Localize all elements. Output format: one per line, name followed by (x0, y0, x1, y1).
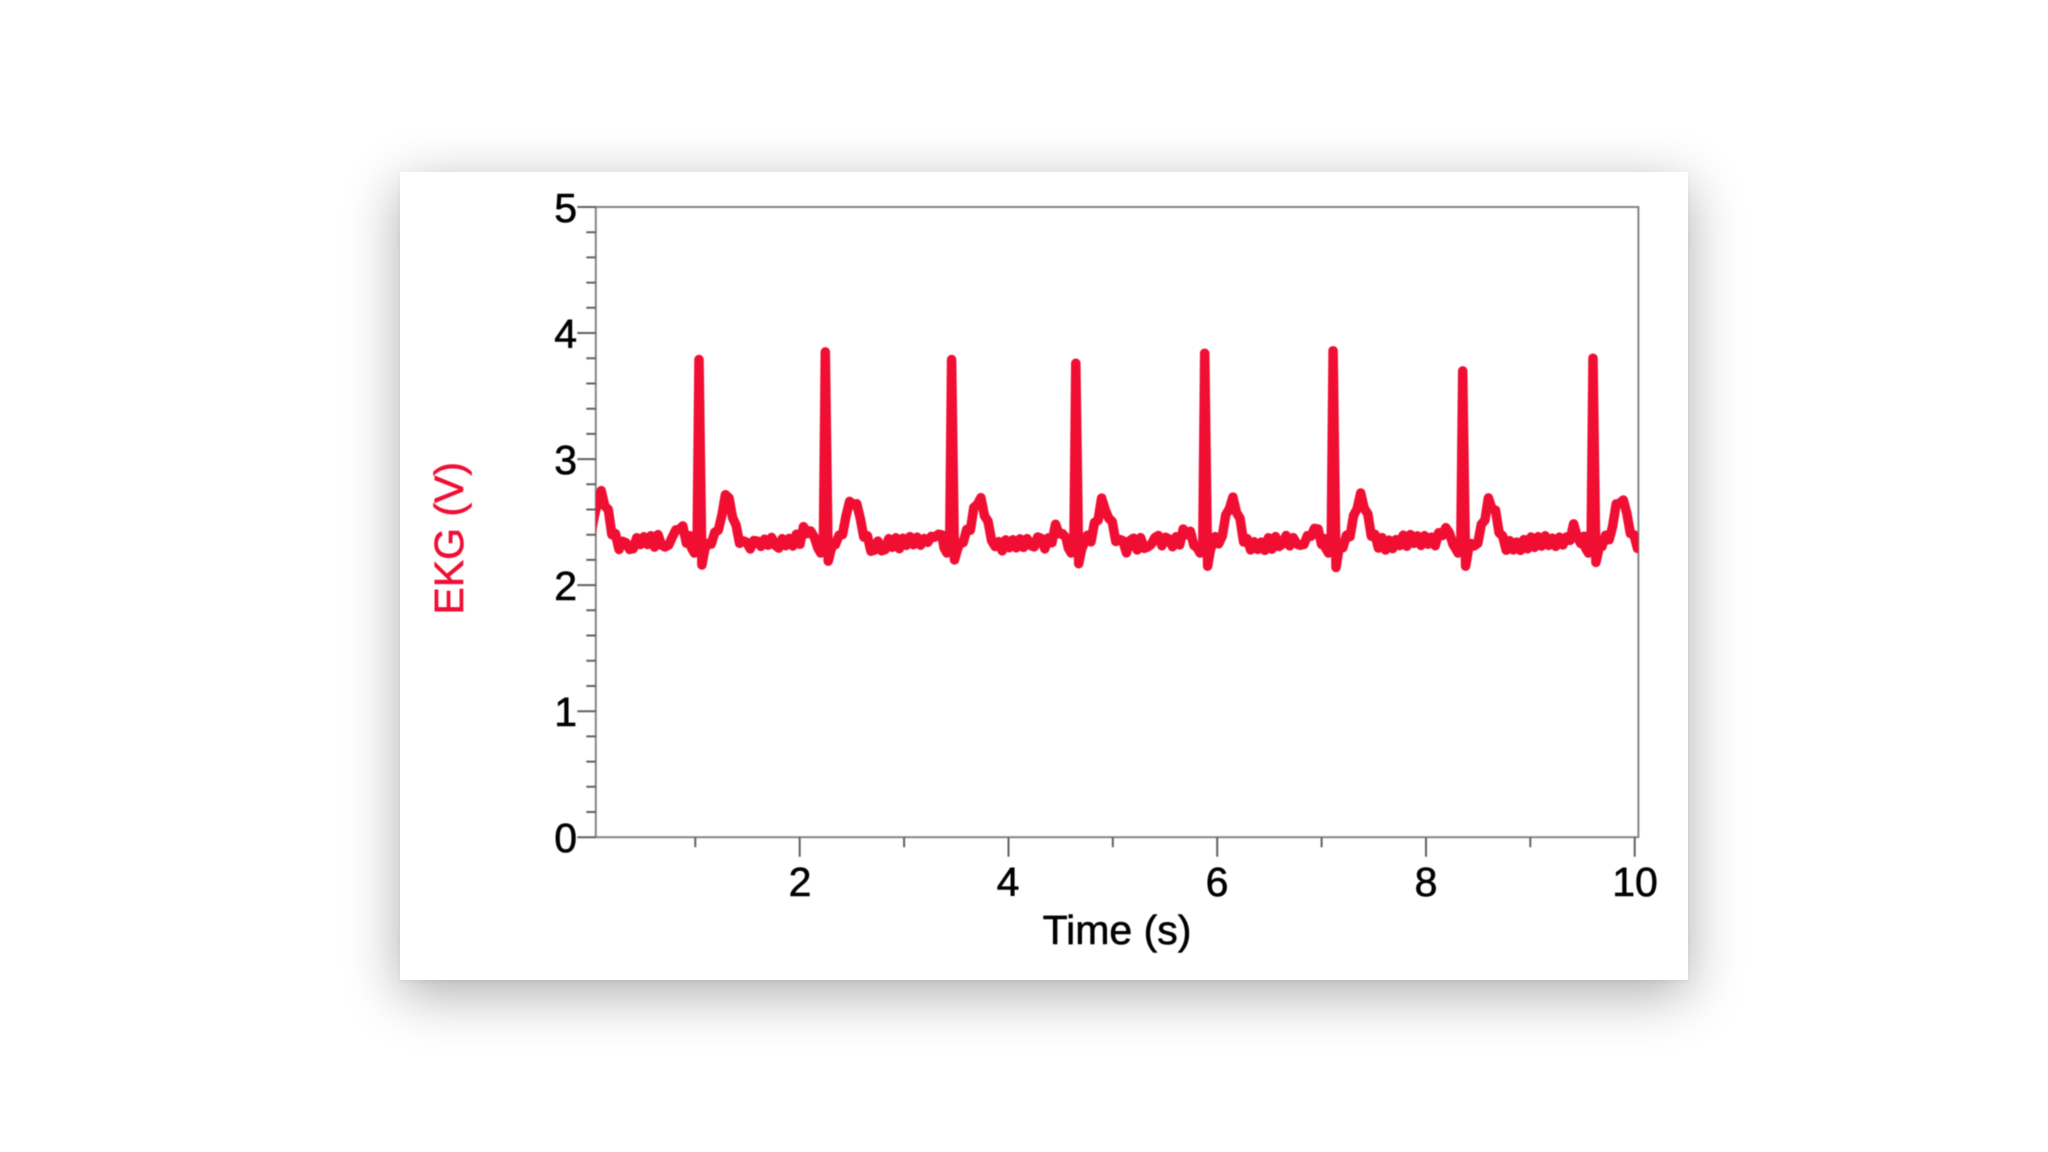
svg-text:2: 2 (789, 859, 812, 905)
svg-text:2: 2 (554, 563, 577, 609)
svg-text:4: 4 (997, 859, 1020, 905)
svg-text:8: 8 (1415, 859, 1438, 905)
svg-text:EKG (V): EKG (V) (426, 462, 472, 615)
svg-text:5: 5 (554, 185, 577, 231)
svg-text:3: 3 (554, 437, 577, 483)
svg-text:4: 4 (554, 311, 577, 357)
svg-text:Time (s): Time (s) (1043, 907, 1192, 953)
svg-text:10: 10 (1612, 859, 1658, 905)
svg-text:0: 0 (554, 815, 577, 861)
svg-text:6: 6 (1206, 859, 1229, 905)
svg-text:1: 1 (554, 689, 577, 735)
